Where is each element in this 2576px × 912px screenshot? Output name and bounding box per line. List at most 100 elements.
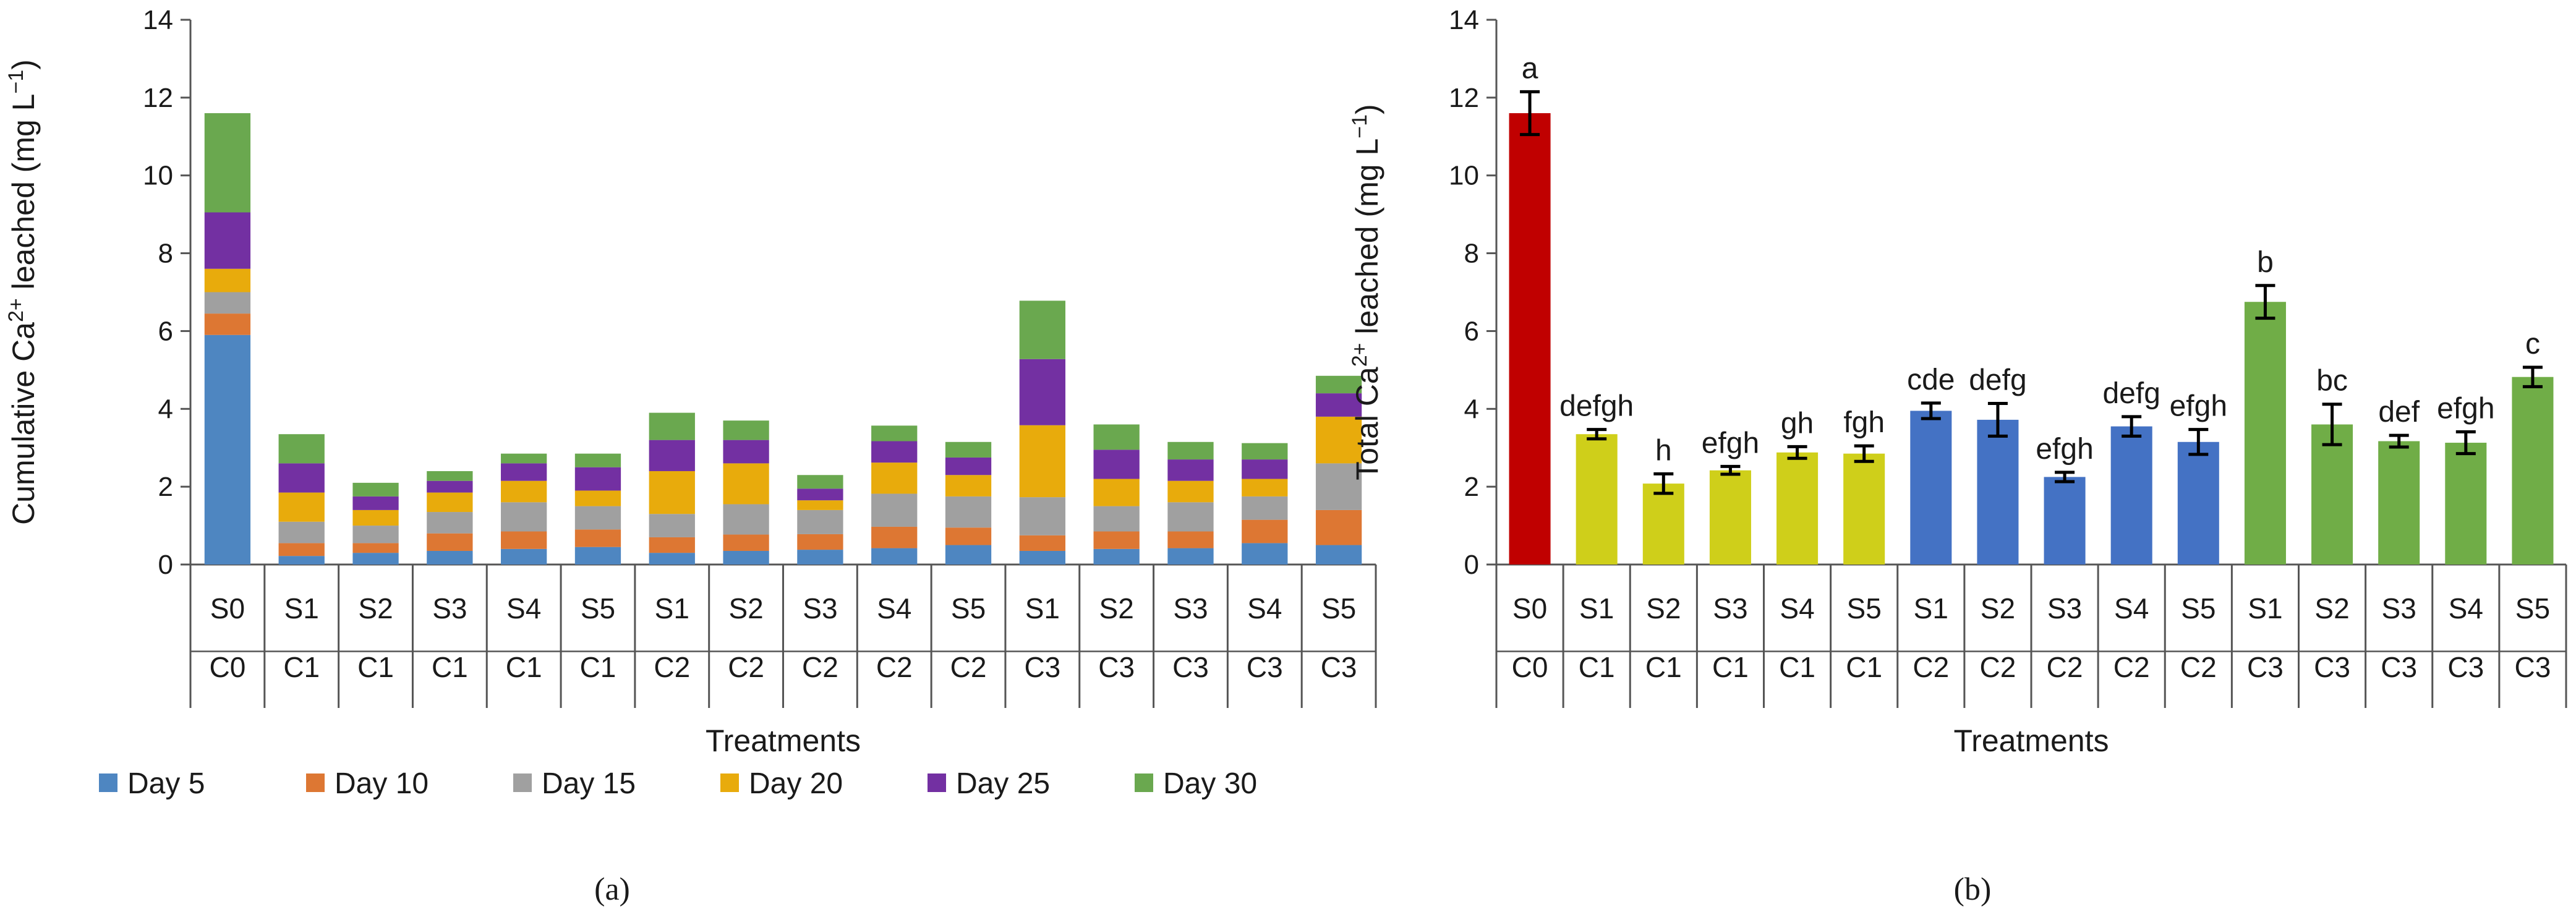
bar-segment (1019, 425, 1065, 498)
bar-segment (1242, 496, 1288, 520)
legend: Day 5 Day 10 Day 15 Day 20 Day 25 Day 30 (99, 767, 1257, 800)
bar-segment (649, 412, 695, 440)
bar (1843, 453, 1885, 565)
series-day-15 (204, 292, 1362, 543)
bar-segment (278, 521, 325, 543)
bar-segment (278, 463, 325, 493)
bar-segment (1093, 548, 1140, 565)
y-tick-label: 12 (143, 83, 173, 113)
significance-letter: efgh (2170, 390, 2227, 423)
bar-segment (871, 462, 918, 494)
bar-segment (871, 526, 918, 548)
bar-segment (1167, 480, 1214, 503)
bar-segment (1315, 375, 1362, 394)
bar-segment (1019, 535, 1065, 551)
bar-segment (723, 420, 769, 440)
category-label-s: S3 (432, 592, 467, 624)
x-axis-title: Treatments (706, 723, 861, 758)
bar-segment (649, 553, 695, 565)
category-label-c: C1 (1846, 651, 1882, 683)
bar-segment (574, 529, 621, 547)
bar (1910, 411, 1952, 565)
bar-segment (797, 475, 843, 489)
bar-segment (797, 534, 843, 550)
bar-segment (1019, 497, 1065, 535)
y-tick-label: 6 (1464, 316, 1479, 346)
bar-segment (501, 531, 547, 549)
bar-segment (204, 113, 251, 213)
panel-label-a: (a) (594, 872, 630, 907)
significance-letter: efgh (2437, 392, 2494, 425)
category-label-c: C3 (1024, 651, 1060, 683)
category-label-s: S3 (1173, 592, 1208, 624)
category-label-s: S4 (2114, 592, 2149, 624)
bar-segment (871, 493, 918, 527)
bar-segment (278, 543, 325, 556)
bar-segment (204, 292, 251, 314)
significance-letter: defg (1969, 364, 2026, 396)
category-label-s: S0 (1512, 592, 1547, 624)
bar-segment (871, 441, 918, 463)
bar-segment (1093, 424, 1140, 450)
bar-segment (871, 548, 918, 565)
bar-segment (945, 545, 992, 565)
category-label-c: C3 (2381, 651, 2417, 683)
series-day-30 (204, 113, 1362, 496)
category-label-s: S4 (2449, 592, 2483, 624)
series-day-25 (204, 212, 1362, 510)
bar-segment (574, 490, 621, 506)
category-label-c: C2 (654, 651, 690, 683)
bar (1576, 434, 1618, 565)
bar (2110, 426, 2152, 565)
bar (1509, 113, 1551, 565)
y-tick-label: 12 (1449, 83, 1479, 113)
bar (2378, 441, 2420, 565)
legend-swatch (928, 773, 946, 792)
category-label-c: C1 (1579, 651, 1615, 683)
category-label-c: C3 (1247, 651, 1283, 683)
y-axis-title: Total Ca2+ leached (mg L−1) (1348, 104, 1384, 480)
bar-segment (427, 471, 473, 481)
category-label-c: C1 (283, 651, 320, 683)
category-label-c: C1 (506, 651, 542, 683)
y-tick-label: 4 (1464, 394, 1479, 424)
category-label-c: C1 (432, 651, 468, 683)
category-label-c: C0 (1512, 651, 1548, 683)
legend-label: Day 30 (1163, 767, 1257, 800)
category-label-s: S4 (506, 592, 541, 624)
category-label-c: C2 (728, 651, 764, 683)
y-tick-label: 14 (143, 5, 173, 35)
y-tick-label: 10 (143, 161, 173, 191)
category-label-c: C3 (1098, 651, 1135, 683)
bar-segment (574, 467, 621, 491)
legend-swatch (720, 773, 739, 792)
category-label-c: C3 (2314, 651, 2350, 683)
bar-segment (1167, 548, 1214, 565)
category-label-s: S2 (1646, 592, 1681, 624)
series-day-10 (204, 313, 1362, 556)
bar-segment (427, 492, 473, 513)
category-label-s: S5 (951, 592, 986, 624)
bar-segment (1019, 550, 1065, 565)
category-label-c: C3 (1172, 651, 1209, 683)
significance-letter: fgh (1843, 406, 1885, 439)
category-label-s: S1 (1914, 592, 1948, 624)
bar (2445, 443, 2487, 565)
bar-segment (871, 425, 918, 441)
significance-letter: c (2525, 328, 2540, 360)
bar-segment (1167, 531, 1214, 548)
bar-segment (427, 550, 473, 565)
bar-segment (945, 457, 992, 475)
legend-swatch (306, 773, 325, 792)
bar (2044, 477, 2086, 565)
bar (2311, 424, 2353, 565)
bar-segment (278, 434, 325, 464)
bar-segment (797, 488, 843, 501)
bar-segment (352, 543, 399, 553)
bar-segment (723, 550, 769, 565)
category-label-c: C1 (357, 651, 394, 683)
category-label-s: S0 (210, 592, 245, 624)
bar-segment (1167, 502, 1214, 532)
category-label-s: S5 (581, 592, 615, 624)
